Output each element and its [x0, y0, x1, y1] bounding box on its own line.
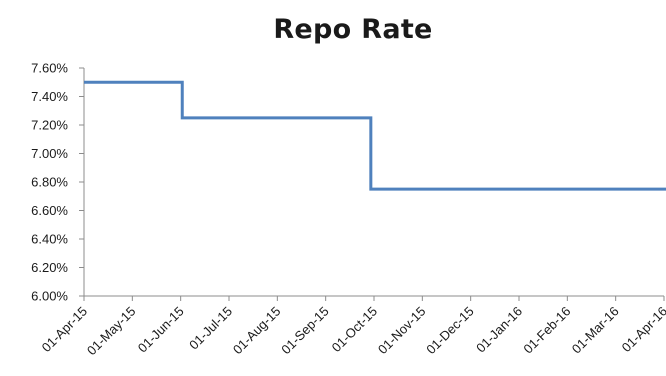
- y-axis-ticks: 6.00% 6.20% 6.40% 6.60% 6.80% 7.00% 7.20% 7.40%…: [31, 61, 84, 304]
- x-tick-label: 01-May-15: [84, 304, 139, 359]
- repo-rate-series-line: [84, 80, 666, 191]
- x-tick-label: 01-Mar-16: [569, 304, 622, 357]
- y-tick-label: 7.00%: [31, 146, 68, 161]
- y-tick-label: 6.00%: [31, 289, 68, 304]
- x-tick-label: 01-Apr-15: [39, 304, 90, 355]
- y-tick-label: 7.60%: [31, 61, 68, 76]
- x-tick-label: 01-Jun-15: [135, 304, 187, 356]
- x-tick-label: 01-Jul-15: [186, 304, 235, 353]
- y-tick-label: 6.40%: [31, 232, 68, 247]
- y-tick-label: 6.20%: [31, 260, 68, 275]
- x-tick-label: 01-Nov-15: [375, 304, 429, 358]
- x-tick-label: 01-Feb-16: [520, 304, 573, 357]
- series-group: [84, 80, 666, 191]
- x-tick-label: 01-Sep-15: [278, 304, 332, 358]
- y-tick-label: 7.20%: [31, 118, 68, 133]
- x-tick-label: 01-Apr-16: [619, 304, 666, 355]
- y-tick-label: 7.40%: [31, 89, 68, 104]
- y-tick-label: 6.60%: [31, 203, 68, 218]
- x-tick-label: 01-Oct-15: [329, 304, 380, 355]
- x-tick-label: 01-Dec-15: [423, 304, 477, 358]
- chart-title: Repo Rate: [273, 14, 433, 45]
- x-tick-label: 01-Aug-15: [230, 304, 284, 358]
- x-tick-label: 01-Jan-16: [473, 304, 525, 356]
- y-tick-label: 6.80%: [31, 175, 68, 190]
- chart-axes: [83, 68, 664, 297]
